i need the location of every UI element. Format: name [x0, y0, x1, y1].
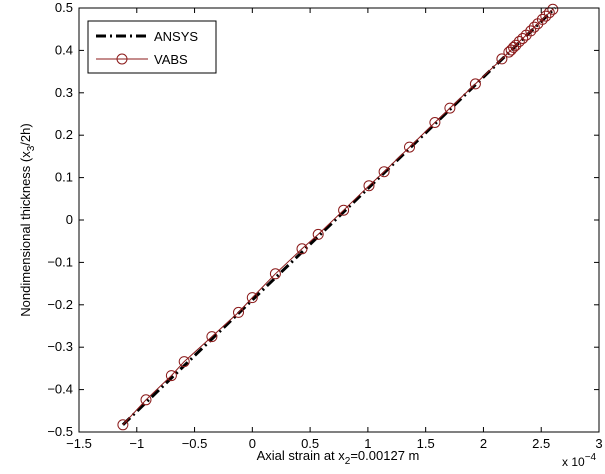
legend-vabs-label: VABS — [154, 52, 188, 67]
x-axis-multiplier: x 10−4 — [562, 452, 597, 469]
series-vabs-point — [547, 3, 559, 15]
series-vabs-point — [206, 331, 218, 343]
y-tick-label: −0.4 — [47, 382, 73, 397]
x-axis-label-main: Axial strain at x — [257, 448, 346, 463]
x-tick-label: 0.5 — [301, 436, 319, 451]
legend-box — [87, 20, 217, 74]
series-vabs-point — [312, 228, 324, 240]
series-vabs-point — [525, 25, 537, 37]
x-axis-label-subscript: 2 — [345, 456, 351, 467]
legend-ansys-label: ANSYS — [154, 29, 198, 44]
series-vabs-point — [296, 243, 308, 255]
series-vabs-point — [269, 268, 281, 280]
x-tick-label: 2.5 — [532, 436, 550, 451]
x-tick-label: 1 — [364, 436, 371, 451]
series-vabs-point — [496, 53, 508, 65]
x-tick-label: −0.5 — [182, 436, 208, 451]
y-tick-label: 0.1 — [55, 170, 73, 185]
series-vabs-point — [469, 78, 481, 90]
series-vabs-point — [246, 292, 258, 304]
y-tick-label: 0.5 — [55, 0, 73, 15]
series-vabs-point — [536, 13, 548, 25]
y-axis-label-main: Nondimensional thickness (x — [18, 151, 33, 317]
ticks-layer: −1.5 −1 −0.5 0 0.5 1 1.5 2 2.5 3 −0.5 −0.4 −0.3 −0.2 −… — [47, 0, 602, 451]
y-tick-label: 0.2 — [55, 127, 73, 142]
series-vabs-point — [528, 21, 540, 33]
series-vabs-point — [338, 204, 350, 216]
x-tick-label: 1.5 — [417, 436, 435, 451]
y-tick-label: −0.3 — [47, 339, 73, 354]
y-tick-label: 0.3 — [55, 85, 73, 100]
y-tick-label: 0 — [66, 212, 73, 227]
y-tick-label: −0.2 — [47, 297, 73, 312]
series-vabs-point — [429, 117, 441, 128]
series-vabs-point — [233, 306, 244, 318]
x-tick-label: −1 — [129, 436, 144, 451]
series-vabs-point — [178, 356, 190, 368]
x-tick-label: 2 — [480, 436, 487, 451]
series-vabs-point — [117, 419, 129, 431]
x-tick-label: −1.5 — [66, 436, 92, 451]
series-vabs-point — [540, 10, 552, 22]
series-vabs-point — [513, 36, 525, 47]
y-axis-label: Nondimensional thickness (x3/2h) — [18, 123, 37, 316]
x-axis-multiplier-exponent: −4 — [585, 452, 597, 463]
series-vabs-line — [122, 8, 554, 426]
series-vabs-point — [404, 141, 415, 153]
x-axis-label: Axial strain at x2=0.00127 m — [257, 448, 420, 467]
y-tick-label: −0.1 — [47, 254, 73, 269]
series-vabs-point — [508, 41, 519, 53]
series-vabs-point — [140, 394, 152, 406]
y-axis-label-tail: /2h) — [18, 123, 33, 145]
x-axis-multiplier-base: x 10 — [562, 455, 585, 469]
series-vabs-point — [165, 370, 177, 382]
y-axis-label-subscript: 3 — [26, 145, 37, 151]
series-ansys-line — [121, 6, 557, 426]
series-vabs-point — [444, 102, 456, 114]
y-tick-label: −0.5 — [47, 424, 73, 439]
legend: ANSYS VABS — [87, 20, 217, 74]
x-tick-label: 0 — [249, 436, 256, 451]
series-vabs-point — [363, 180, 375, 192]
y-tick-label: 0.4 — [55, 42, 73, 57]
plot-layer — [117, 3, 559, 431]
x-axis-label-tail: =0.00127 m — [350, 448, 419, 463]
series-vabs-point — [510, 39, 522, 51]
x-tick-label: 3 — [595, 436, 602, 451]
legend-vabs-marker — [116, 53, 128, 65]
series-vabs-point — [517, 33, 529, 44]
series-vabs-point — [378, 166, 390, 178]
